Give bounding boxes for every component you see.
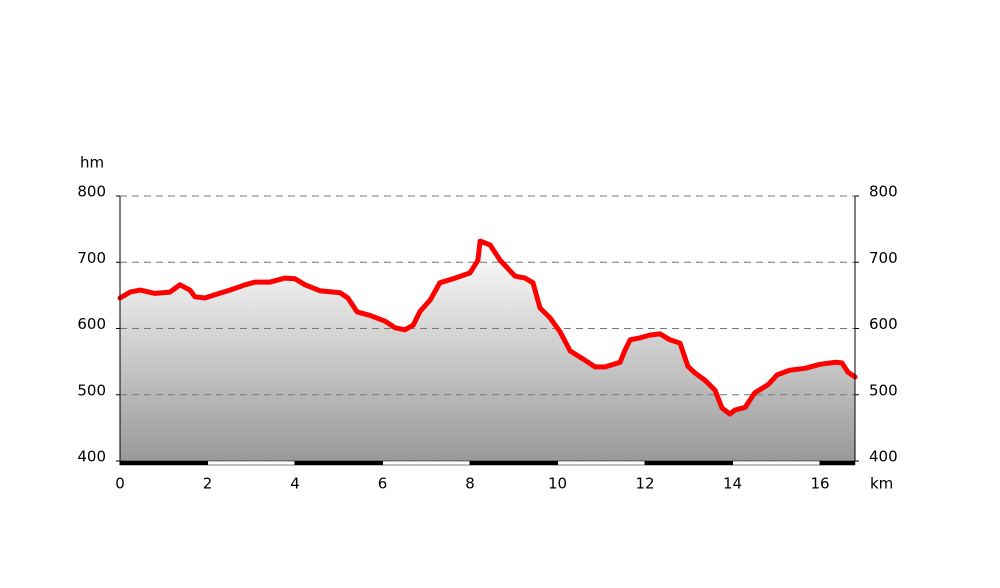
x-tick-label: 8 <box>465 475 475 493</box>
x-scale-segment <box>732 460 821 466</box>
x-axis-label: km <box>870 475 893 493</box>
y2-tick-label: 400 <box>869 448 898 466</box>
x-scale-segment <box>644 460 733 466</box>
x-tick-label: 2 <box>203 475 213 493</box>
x-scale-segment <box>557 460 646 466</box>
y2-tick-label: 500 <box>869 381 898 399</box>
y-tick-label: 700 <box>77 249 106 267</box>
x-tick-label: 10 <box>548 475 567 493</box>
elevation-line <box>117 238 858 417</box>
x-scale-segment <box>294 460 383 466</box>
area-fill <box>120 241 855 461</box>
x-tick-label: 4 <box>290 475 300 493</box>
x-scale-segment <box>469 460 558 466</box>
x-scale-segment <box>119 460 208 466</box>
x-tick-label: 14 <box>723 475 742 493</box>
y2-tick-label: 700 <box>869 249 898 267</box>
y-tick-label: 600 <box>77 315 106 333</box>
y2-tick-label: 600 <box>869 315 898 333</box>
y2-tick-label: 800 <box>869 183 898 201</box>
x-scale-segment <box>382 460 471 466</box>
x-scale-segment <box>819 460 856 466</box>
x-tick-label: 16 <box>810 475 829 493</box>
x-scale-segment <box>207 460 296 466</box>
x-tick-label: 12 <box>635 475 654 493</box>
y-tick-label: 500 <box>77 381 106 399</box>
y-axis-label: hm <box>80 154 104 172</box>
x-tick-label: 0 <box>115 475 125 493</box>
x-tick-label: 6 <box>378 475 388 493</box>
y-tick-label: 400 <box>77 448 106 466</box>
y-tick-label: 800 <box>77 183 106 201</box>
